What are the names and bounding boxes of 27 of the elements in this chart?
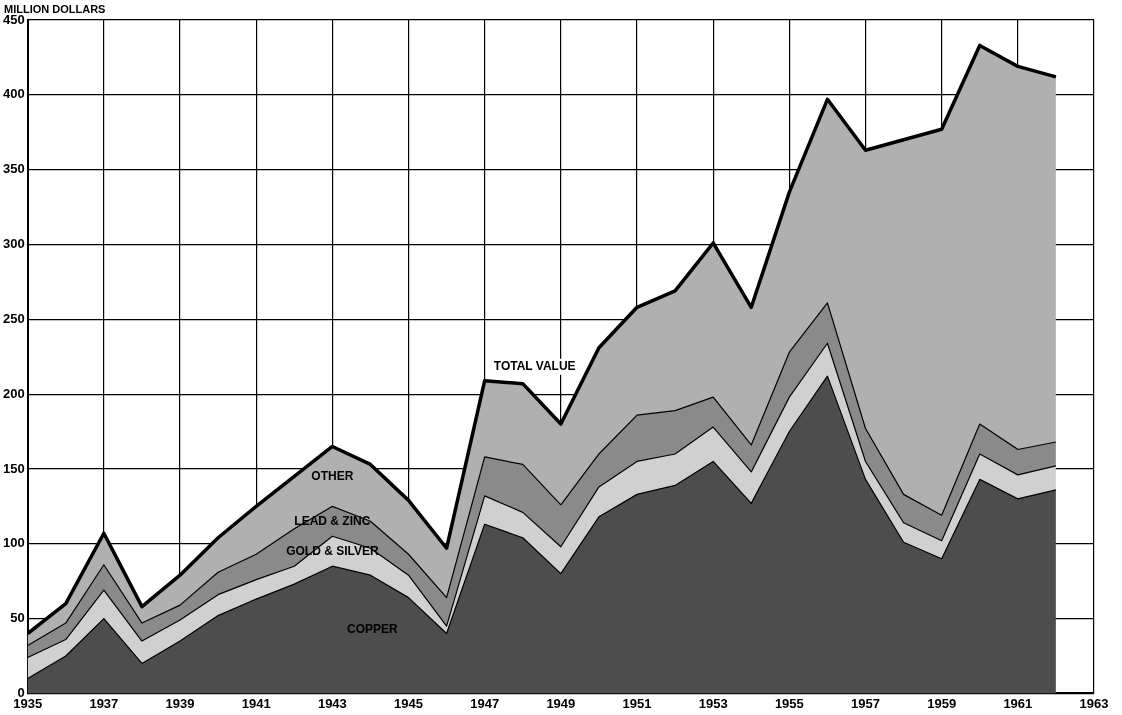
annotation: TOTAL VALUE xyxy=(493,358,576,373)
y-tick-label: 100 xyxy=(2,535,25,551)
y-axis-title: MILLION DOLLARS xyxy=(4,3,106,16)
x-tick-label: 1941 xyxy=(241,695,271,711)
x-tick-label: 1959 xyxy=(927,695,957,711)
x-tick-label: 1945 xyxy=(394,695,423,711)
y-tick-label: 400 xyxy=(2,86,25,102)
x-tick-label: 1955 xyxy=(774,695,804,711)
x-tick-label: 1943 xyxy=(317,695,347,711)
series-label: COPPER xyxy=(347,622,399,637)
x-tick-label: 1937 xyxy=(89,695,119,711)
y-tick-label: 50 xyxy=(10,610,25,626)
x-tick-label: 1961 xyxy=(1003,695,1033,711)
x-tick-label: 1949 xyxy=(546,695,576,711)
x-tick-label: 1953 xyxy=(698,695,728,711)
y-tick-label: 200 xyxy=(2,385,25,401)
series-label: OTHER xyxy=(311,468,354,483)
x-tick-label: 1963 xyxy=(1079,695,1109,711)
y-tick-label: 0 xyxy=(17,684,25,700)
x-tick-label: 1939 xyxy=(165,695,195,711)
y-tick-label: 250 xyxy=(2,310,25,326)
y-tick-label: 150 xyxy=(2,460,25,476)
y-tick-label: 300 xyxy=(2,236,25,252)
y-tick-label: 350 xyxy=(2,161,25,177)
x-tick-label: 1947 xyxy=(470,695,500,711)
x-tick-label: 1957 xyxy=(851,695,880,711)
x-tick-label: 1951 xyxy=(622,695,652,711)
